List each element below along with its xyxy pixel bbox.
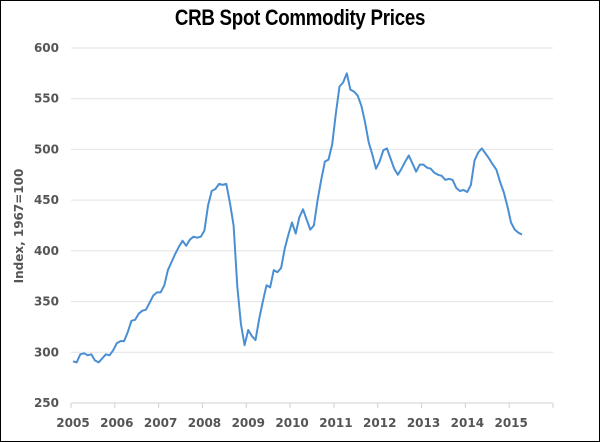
y-axis-label: Index, 1967=100	[12, 169, 26, 284]
x-tick-label: 2010	[275, 416, 308, 430]
y-tick-label: 450	[34, 193, 59, 207]
y-tick-label: 550	[34, 92, 59, 106]
y-tick-labels: 250 300 350 400 450 500 550 600	[34, 41, 59, 410]
x-tick-label: 2014	[451, 416, 484, 430]
x-tick-label: 2006	[100, 416, 133, 430]
series-line	[72, 72, 523, 364]
x-tick-label: 2013	[407, 416, 440, 430]
y-tick-label: 250	[34, 396, 59, 410]
y-tick-label: 300	[34, 345, 59, 359]
y-tick-label: 400	[34, 244, 59, 258]
x-tick-label: 2011	[319, 416, 352, 430]
y-tick-label: 350	[34, 295, 59, 309]
x-tick-label: 2008	[188, 416, 221, 430]
x-tick-label: 2005	[56, 416, 89, 430]
chart-title: CRB Spot Commodity Prices	[174, 5, 426, 30]
x-tick-label: 2009	[232, 416, 265, 430]
x-tick-labels: 2005 2006 2007 2008 2009 2010 2011 2012 2013 2014…	[56, 416, 528, 430]
y-tick-label: 600	[34, 41, 59, 55]
y-tick-label: 500	[34, 142, 59, 156]
x-tick-label: 2015	[494, 416, 527, 430]
x-tick-label: 2012	[363, 416, 396, 430]
x-tick-label: 2007	[144, 416, 177, 430]
